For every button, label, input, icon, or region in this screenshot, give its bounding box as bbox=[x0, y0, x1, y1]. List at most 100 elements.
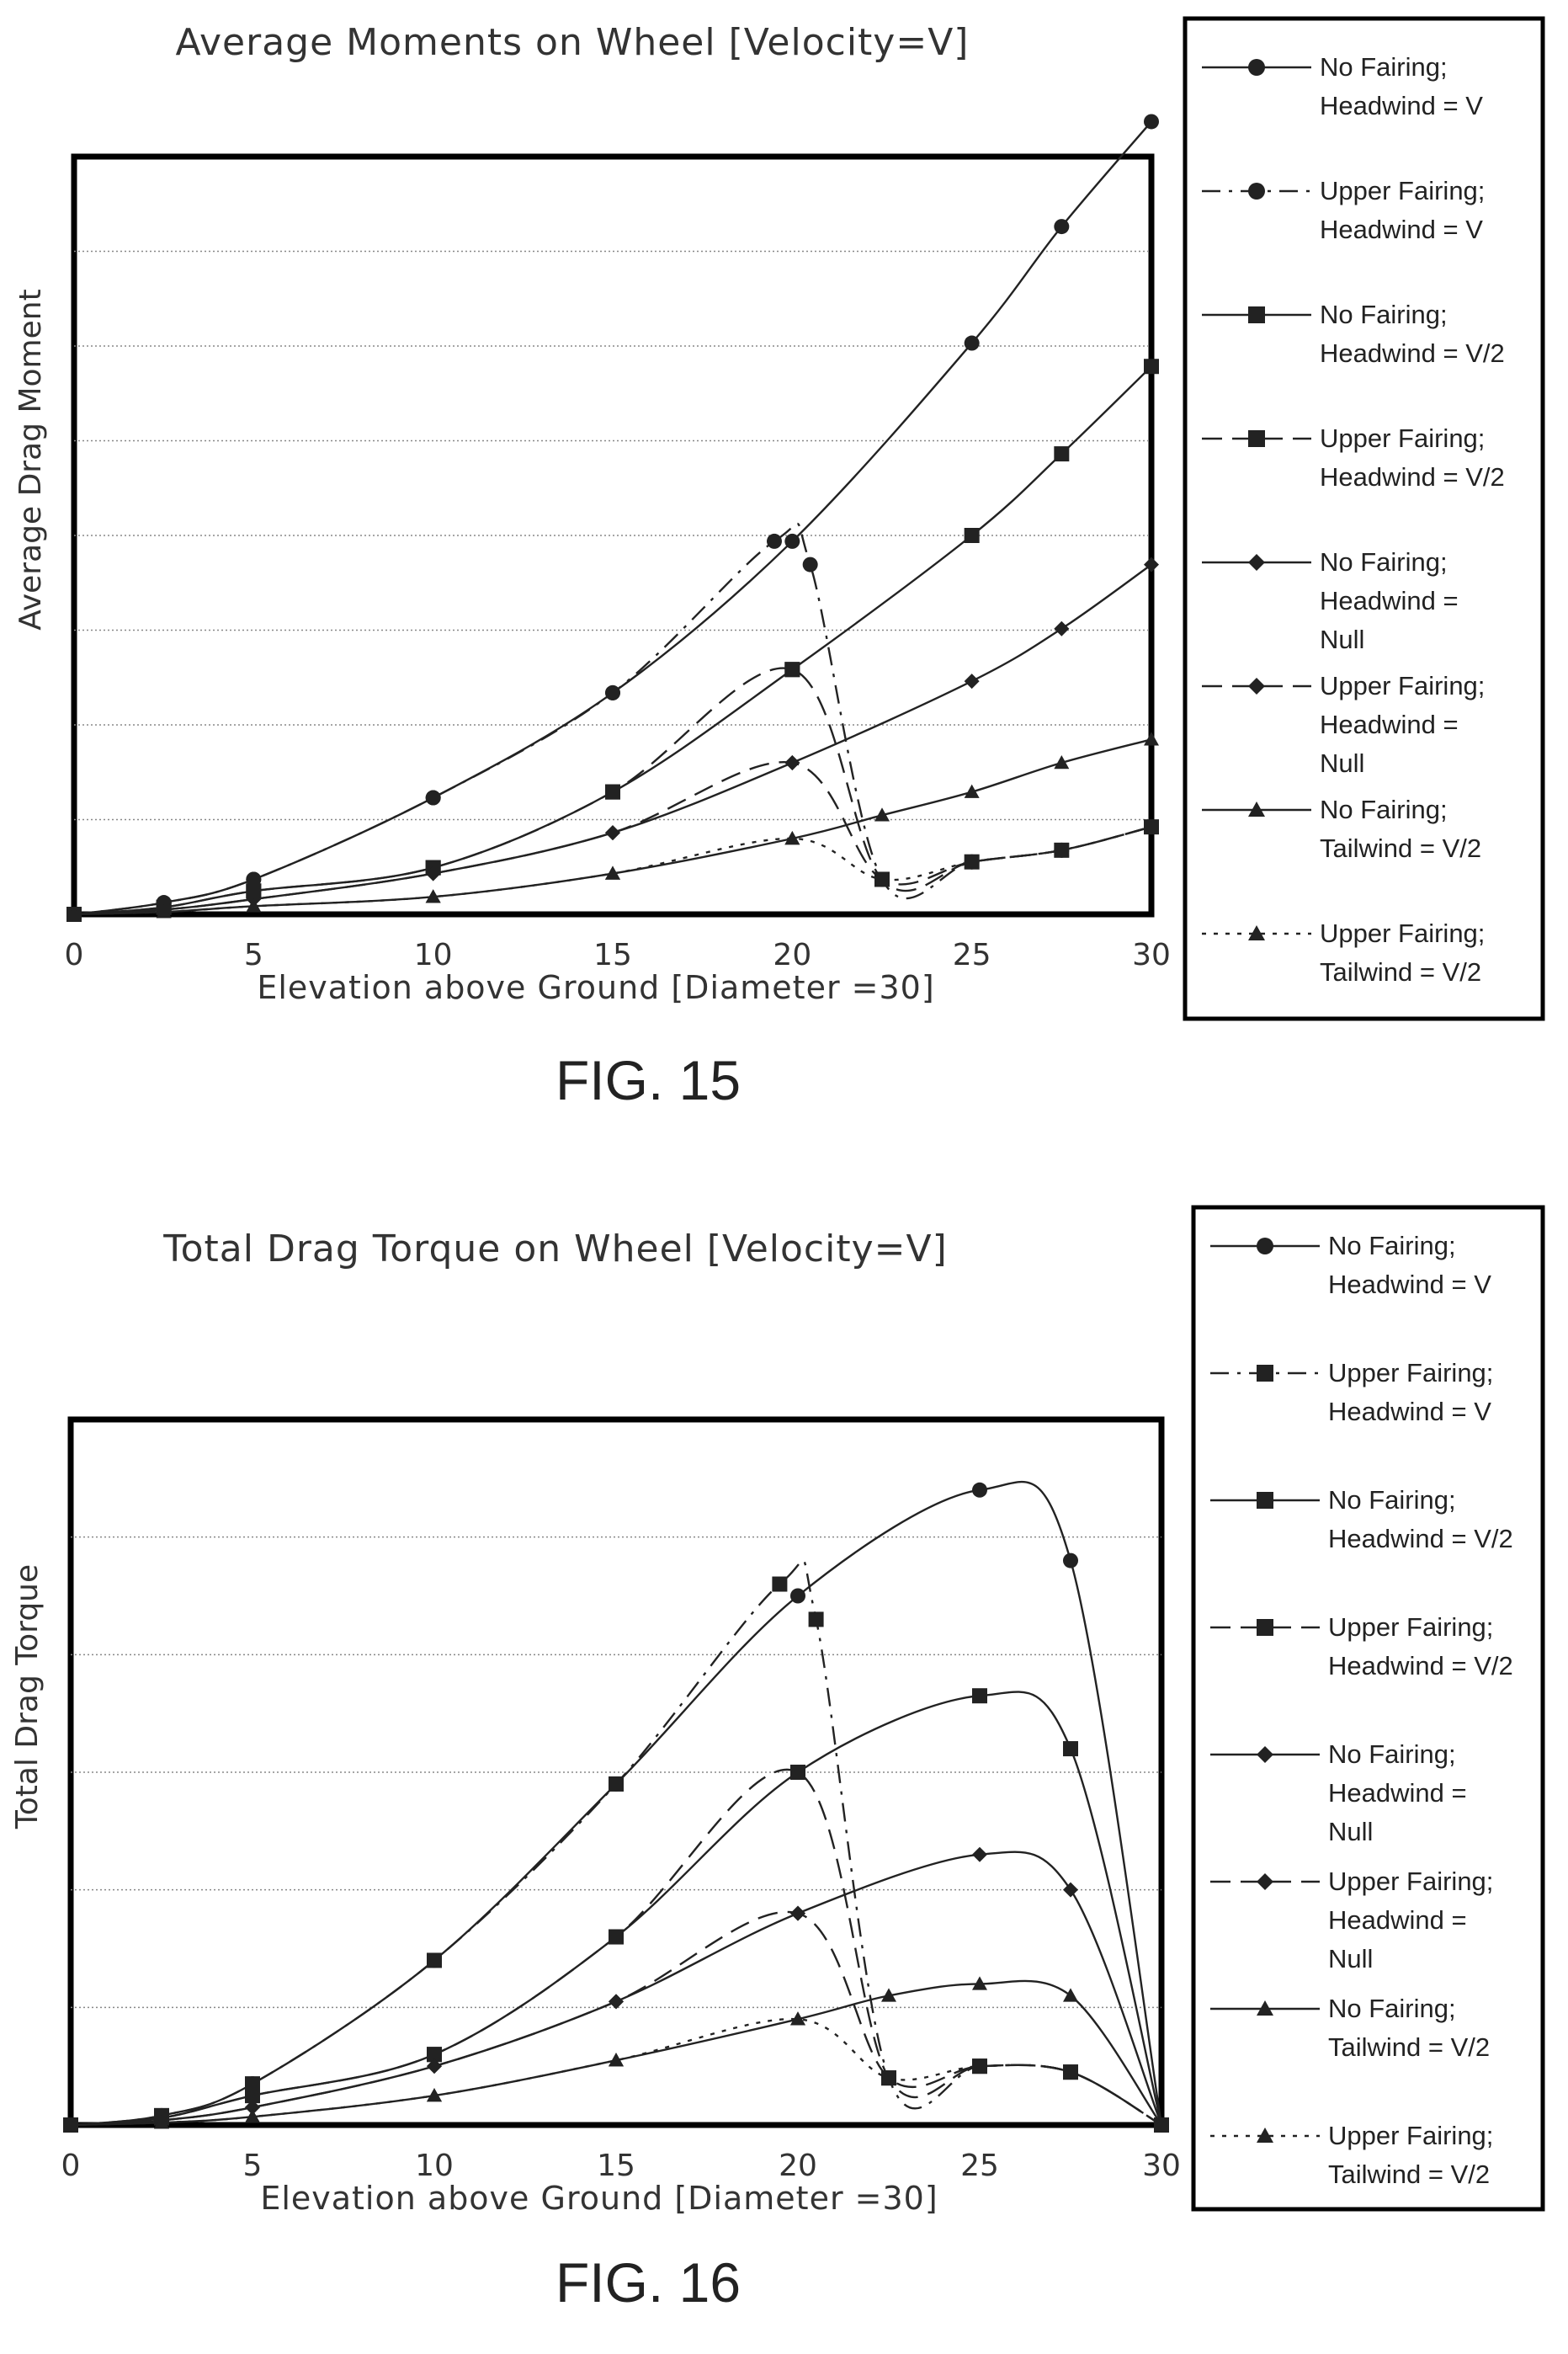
data-point bbox=[790, 1765, 805, 1780]
legend-label: No Fairing; Headwind = Null bbox=[1328, 1739, 1467, 1846]
chart-svg: 0 5 10 15 20 25 30 Elevation above Ground [Diam… bbox=[13, 16, 1545, 1021]
x-tick-label: 20 bbox=[779, 2149, 817, 2183]
legend-item: No Fairing; Headwind = Null bbox=[1202, 547, 1459, 654]
data-point bbox=[874, 871, 890, 886]
data-point bbox=[427, 2047, 442, 2063]
legend-item: No Fairing; Headwind = Null bbox=[1210, 1739, 1467, 1846]
data-point bbox=[972, 1976, 987, 1990]
data-point bbox=[1054, 842, 1070, 857]
legend-marker bbox=[1248, 925, 1265, 940]
chart-title: Average Moments on Wheel [Velocity=V] bbox=[175, 21, 970, 64]
legend-item: Upper Fairing; Headwind = V/2 bbox=[1210, 1612, 1513, 1680]
legend-label: No Fairing; Headwind = V bbox=[1328, 1231, 1491, 1299]
series-line bbox=[73, 563, 1152, 916]
x-axis-label: Elevation above Ground [Diameter =30] bbox=[260, 2180, 938, 2217]
data-point bbox=[245, 2100, 260, 2116]
data-point bbox=[245, 2076, 260, 2092]
x-tick-label: 20 bbox=[773, 938, 811, 972]
legend-item: Upper Fairing; Headwind = Null bbox=[1202, 671, 1485, 778]
data-point bbox=[1144, 114, 1159, 130]
series-5 bbox=[66, 755, 1159, 922]
x-tick-label: 0 bbox=[61, 2149, 81, 2183]
data-point bbox=[66, 907, 82, 921]
data-point bbox=[964, 528, 980, 543]
data-point bbox=[1063, 2064, 1078, 2079]
data-point bbox=[605, 784, 620, 800]
data-point bbox=[790, 2011, 805, 2026]
series-0 bbox=[63, 1480, 1169, 2133]
series-line bbox=[70, 1768, 1162, 2127]
data-point bbox=[964, 784, 980, 798]
legend-box bbox=[1191, 1205, 1545, 2212]
series-line bbox=[70, 1480, 1163, 2127]
x-axis-label: Elevation above Ground [Diameter =30] bbox=[257, 969, 934, 1006]
legend-label: Upper Fairing; Tailwind = V/2 bbox=[1328, 2121, 1493, 2189]
series-3 bbox=[66, 662, 1159, 922]
figure-caption: FIG. 16 bbox=[555, 2251, 741, 2314]
x-tick-label: 15 bbox=[597, 2149, 635, 2183]
x-tick-label: 10 bbox=[414, 938, 453, 972]
series-line bbox=[73, 667, 1152, 916]
legend-item: No Fairing; Headwind = V bbox=[1210, 1231, 1491, 1299]
data-point bbox=[972, 1482, 987, 1498]
data-point bbox=[972, 1688, 987, 1704]
data-point bbox=[1063, 1882, 1078, 1898]
data-point bbox=[425, 790, 441, 806]
legend-item: Upper Fairing; Headwind = V bbox=[1202, 176, 1485, 244]
legend-marker bbox=[1257, 1746, 1273, 1763]
data-point bbox=[156, 904, 172, 919]
data-point bbox=[1054, 219, 1070, 235]
figure-15: Average Moments on Wheel [Velocity=V] 0 5… bbox=[13, 16, 1545, 1111]
legend-label: Upper Fairing; Headwind = V/2 bbox=[1320, 423, 1505, 492]
data-point bbox=[1063, 1552, 1078, 1568]
series-line bbox=[70, 1979, 1162, 2127]
legend-box bbox=[1183, 16, 1545, 1021]
legend-item: No Fairing; Headwind = V bbox=[1202, 52, 1483, 120]
x-tick-label: 25 bbox=[953, 938, 991, 972]
x-tick-label: 5 bbox=[244, 938, 263, 972]
legend-label: No Fairing; Headwind = Null bbox=[1320, 547, 1459, 654]
data-point bbox=[245, 2088, 260, 2104]
data-point bbox=[246, 871, 262, 887]
legend-label: No Fairing; Headwind = V bbox=[1320, 52, 1483, 120]
series-line bbox=[73, 825, 1152, 916]
series-4 bbox=[63, 1846, 1169, 2133]
legend-label: Upper Fairing; Headwind = Null bbox=[1320, 671, 1485, 778]
legend-label: No Fairing; Tailwind = V/2 bbox=[1328, 1994, 1490, 2062]
data-point bbox=[246, 883, 262, 899]
legend-marker bbox=[1257, 1238, 1273, 1254]
data-point bbox=[427, 1952, 442, 1968]
data-point bbox=[609, 1776, 624, 1792]
y-axis-label: Average Drag Moment bbox=[13, 289, 48, 630]
series-3 bbox=[63, 1765, 1169, 2133]
series-line bbox=[70, 1559, 1162, 2127]
figure-caption: FIG. 15 bbox=[555, 1049, 741, 1111]
legend-label: No Fairing; Headwind = V/2 bbox=[1328, 1485, 1513, 1553]
series-line bbox=[73, 365, 1152, 916]
y-axis-label: Total Drag Torque bbox=[10, 1564, 45, 1829]
data-point bbox=[1063, 1741, 1078, 1757]
x-tick-label: 25 bbox=[960, 2149, 999, 2183]
data-point bbox=[154, 2115, 169, 2129]
figure-16: Total Drag Torque on Wheel [Velocity=V] … bbox=[0, 1177, 1568, 2354]
legend-marker bbox=[1248, 306, 1265, 323]
legend-item: Upper Fairing; Tailwind = V/2 bbox=[1202, 919, 1485, 987]
data-point bbox=[609, 1994, 624, 2010]
legend-label: No Fairing; Tailwind = V/2 bbox=[1320, 795, 1481, 863]
data-point bbox=[784, 662, 800, 678]
data-point bbox=[425, 865, 441, 881]
legend-marker bbox=[1248, 554, 1265, 571]
data-point bbox=[790, 1588, 805, 1604]
legend-label: Upper Fairing; Tailwind = V/2 bbox=[1320, 919, 1485, 987]
data-point bbox=[609, 2053, 624, 2067]
data-point bbox=[964, 674, 980, 690]
data-point bbox=[874, 807, 890, 822]
data-point bbox=[605, 865, 620, 880]
series-line bbox=[70, 2017, 1162, 2127]
x-tick-label: 0 bbox=[65, 938, 84, 972]
data-point bbox=[964, 335, 980, 351]
data-point bbox=[972, 2058, 987, 2073]
series-line bbox=[70, 1910, 1162, 2127]
legend-marker bbox=[1257, 1619, 1273, 1636]
legend-label: Upper Fairing; Headwind = Null bbox=[1328, 1867, 1493, 1973]
